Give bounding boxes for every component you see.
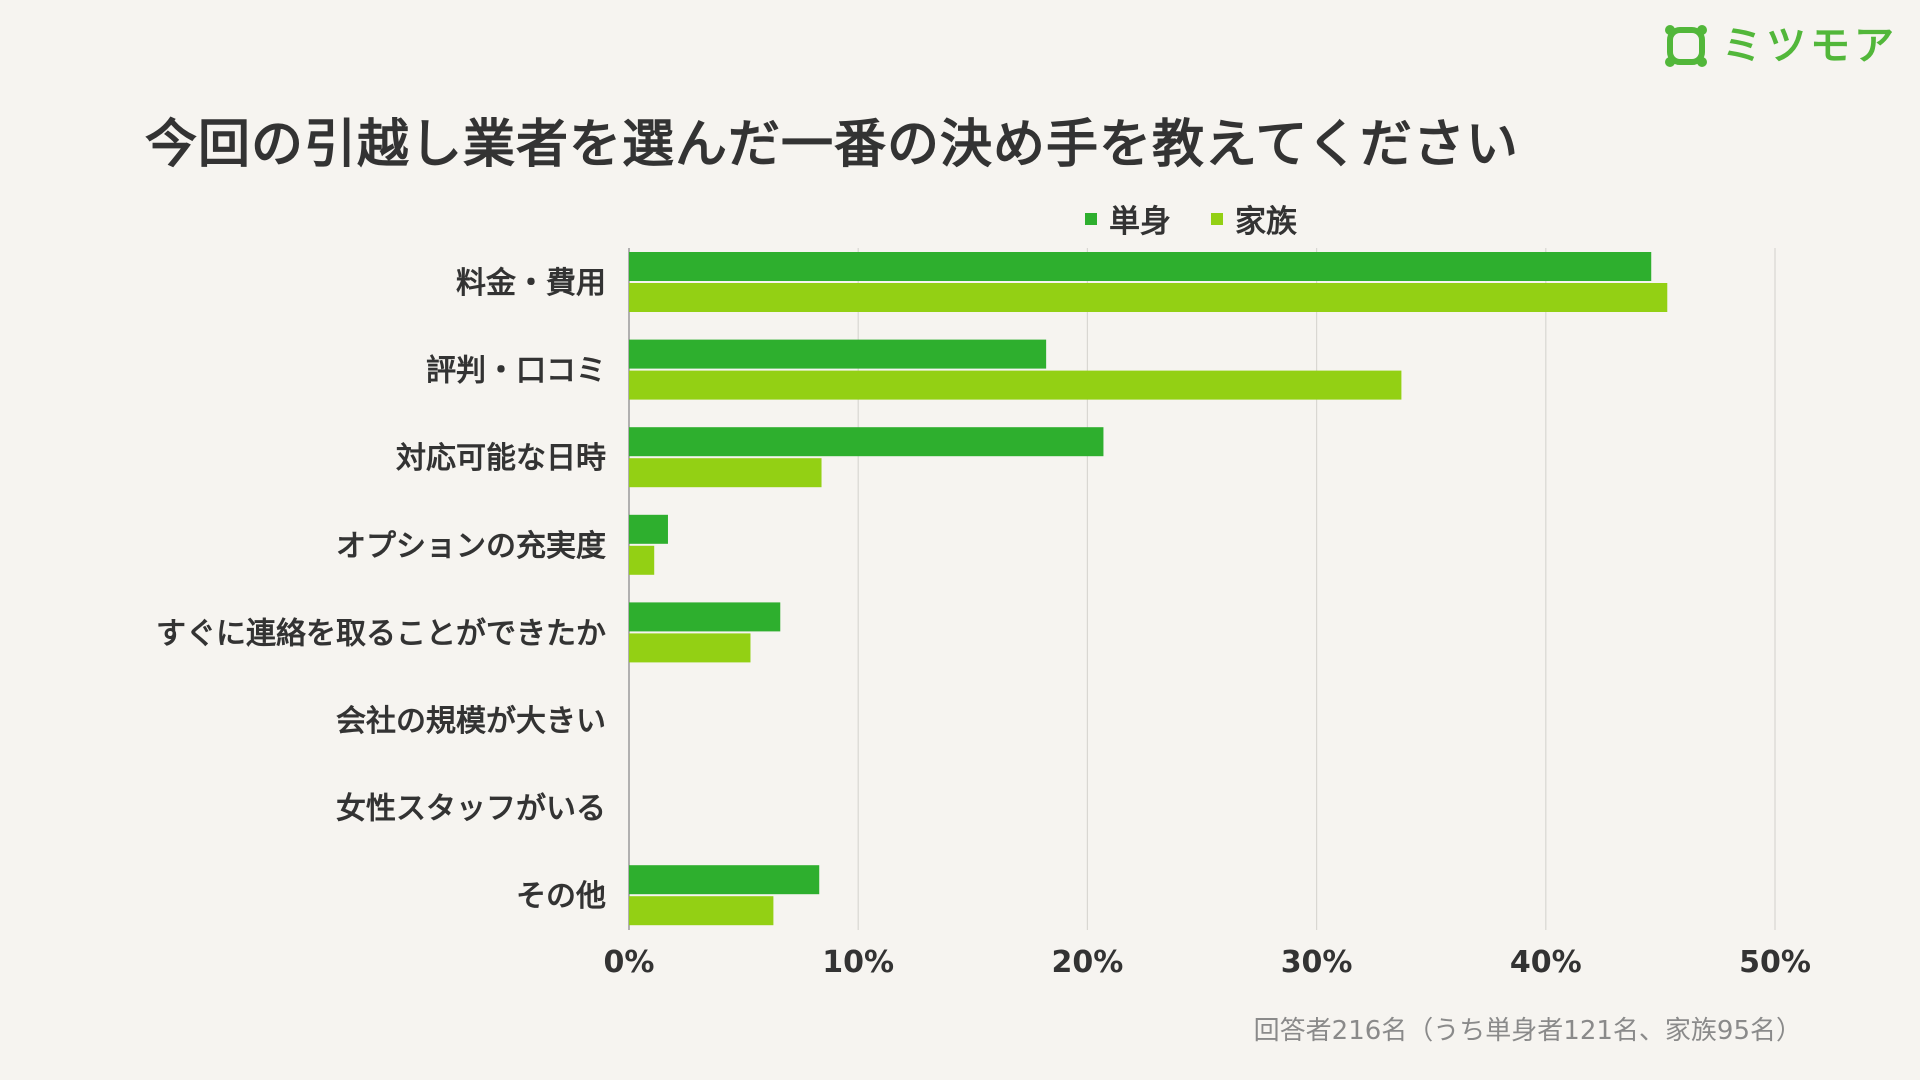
chart-legend: 単身 家族 bbox=[1085, 196, 1297, 241]
bar-chart: 料金・費用評判・口コミ対応可能な日時オプションの充実度すぐに連絡を取ることができ… bbox=[156, 248, 1811, 980]
bar-family bbox=[629, 633, 751, 663]
category-label: 料金・費用 bbox=[456, 266, 606, 301]
x-tick-label: 50% bbox=[1739, 945, 1811, 980]
bar-single bbox=[629, 602, 781, 632]
x-tick-label: 20% bbox=[1051, 945, 1123, 980]
category-labels: 料金・費用評判・口コミ対応可能な日時オプションの充実度すぐに連絡を取ることができ… bbox=[156, 266, 606, 914]
x-tick-label: 40% bbox=[1510, 945, 1582, 980]
x-tick-label: 0% bbox=[604, 945, 655, 980]
legend-item-single: 単身 bbox=[1085, 196, 1171, 241]
legend-item-family: 家族 bbox=[1211, 196, 1297, 241]
legend-swatch-single bbox=[1085, 212, 1097, 225]
category-label: 女性スタッフがいる bbox=[336, 792, 606, 827]
category-label: 会社の規模が大きい bbox=[336, 704, 606, 739]
mitsumore-logo-icon bbox=[1665, 25, 1707, 67]
bar-family bbox=[629, 896, 774, 926]
category-label: その他 bbox=[516, 879, 606, 914]
chart-title: 今回の引越し業者を選んだ一番の決め手を教えてください bbox=[145, 115, 1519, 175]
legend-swatch-family bbox=[1211, 212, 1223, 225]
bar-single bbox=[629, 514, 668, 544]
bar-family bbox=[629, 370, 1402, 400]
brand-logo: ミツモア bbox=[1662, 22, 1898, 70]
category-label: 評判・口コミ bbox=[426, 354, 606, 389]
bar-single bbox=[629, 865, 820, 895]
brand-name: ミツモア bbox=[1722, 23, 1898, 69]
bar-family bbox=[629, 283, 1668, 312]
legend-label-family: 家族 bbox=[1235, 204, 1297, 240]
x-tick-label: 30% bbox=[1281, 945, 1353, 980]
bar-single bbox=[629, 252, 1652, 281]
bar-family bbox=[629, 545, 655, 575]
legend-label-single: 単身 bbox=[1109, 204, 1171, 240]
bar-single bbox=[629, 339, 1047, 369]
x-axis-ticks: 0% 10% 20% 30% 40% 50% bbox=[604, 945, 1811, 980]
respondent-note: 回答者216名（うち単身者121名、家族95名） bbox=[1253, 1016, 1802, 1046]
bar-family bbox=[629, 458, 822, 488]
category-label: オプションの充実度 bbox=[336, 529, 606, 564]
category-label: すぐに連絡を取ることができたか bbox=[156, 616, 606, 651]
bar-single bbox=[629, 427, 1104, 457]
category-label: 対応可能な日時 bbox=[396, 441, 606, 476]
x-tick-label: 10% bbox=[822, 945, 894, 980]
bars bbox=[629, 252, 1668, 926]
